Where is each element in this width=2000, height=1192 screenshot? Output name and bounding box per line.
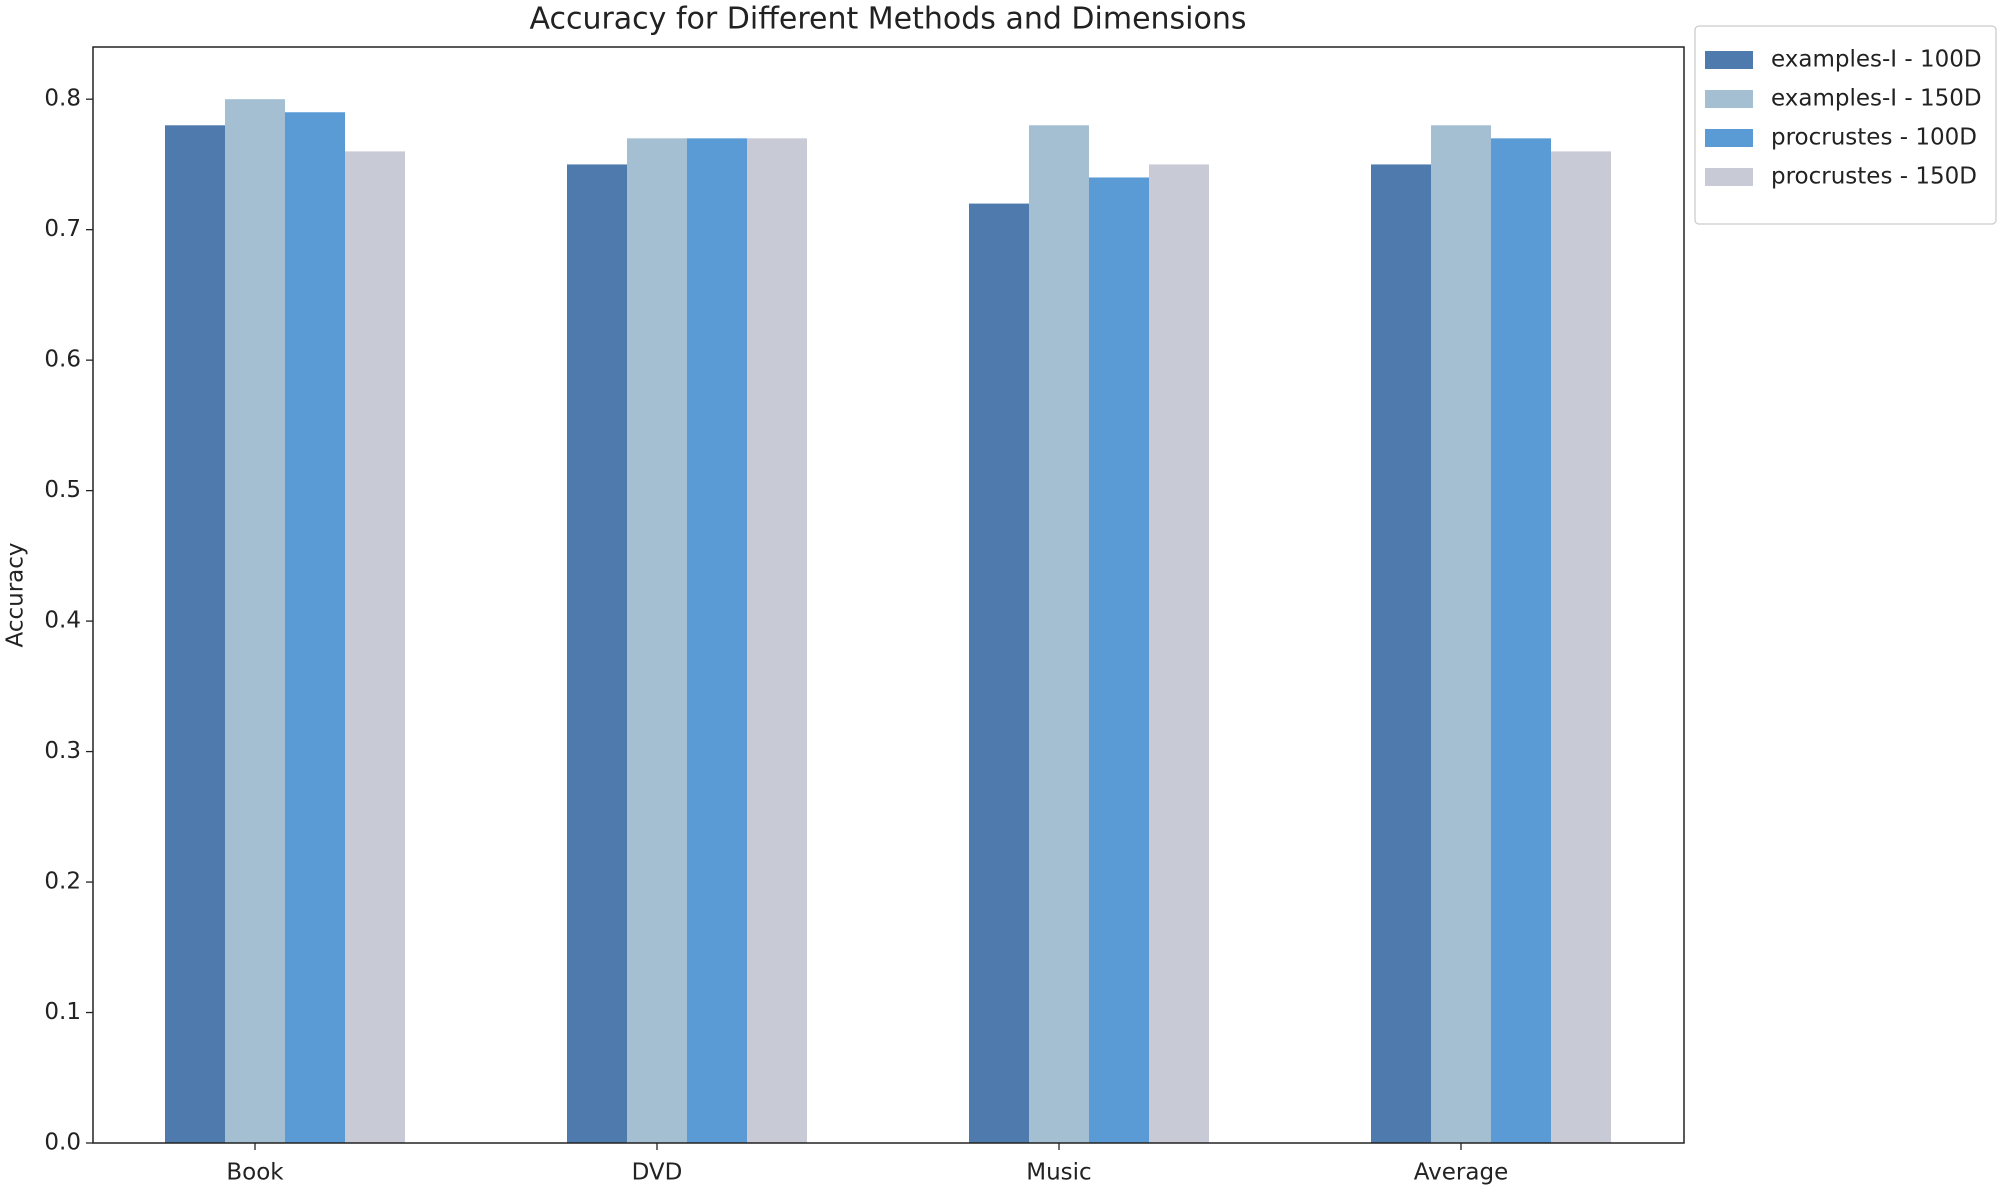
bar xyxy=(627,138,687,1144)
legend-label: examples-I - 100D xyxy=(1771,47,1982,73)
y-tick-label: 0.3 xyxy=(44,738,81,764)
bar xyxy=(1089,177,1149,1143)
legend-box xyxy=(1694,25,1997,225)
bar xyxy=(345,151,405,1143)
legend-swatch xyxy=(1705,90,1753,108)
bar xyxy=(1149,164,1209,1143)
bar xyxy=(1371,164,1431,1143)
bar xyxy=(1431,125,1491,1144)
y-tick-label: 0.6 xyxy=(44,347,81,373)
y-tick-label: 0.0 xyxy=(44,1130,81,1156)
bar xyxy=(969,203,1029,1144)
y-tick-label: 0.4 xyxy=(44,608,81,634)
x-tick-label: Book xyxy=(226,1160,284,1186)
y-tick-label: 0.7 xyxy=(44,216,81,242)
x-tick-label: DVD xyxy=(632,1160,683,1186)
bar xyxy=(285,112,345,1144)
y-tick-label: 0.8 xyxy=(44,86,81,112)
chart-title: Accuracy for Different Methods and Dimen… xyxy=(529,2,1246,37)
bar xyxy=(225,99,285,1144)
y-tick-label: 0.2 xyxy=(44,869,81,895)
y-tick-label: 0.1 xyxy=(44,999,81,1025)
x-tick-label: Music xyxy=(1026,1160,1091,1186)
legend-label: examples-I - 150D xyxy=(1771,86,1982,112)
bar xyxy=(747,138,807,1144)
bar xyxy=(1491,138,1551,1144)
bar xyxy=(1029,125,1089,1144)
y-axis-label: Accuracy xyxy=(3,542,29,647)
legend-swatch xyxy=(1705,129,1753,147)
legend-swatch xyxy=(1705,51,1753,69)
bar xyxy=(687,138,747,1144)
x-tick-label: Average xyxy=(1414,1160,1508,1186)
y-tick-label: 0.5 xyxy=(44,477,81,503)
bar xyxy=(567,164,627,1143)
legend-swatch xyxy=(1705,168,1753,186)
plot-frame xyxy=(92,46,1685,1144)
legend-label: procrustes - 150D xyxy=(1771,164,1977,190)
legend-label: procrustes - 100D xyxy=(1771,125,1977,151)
bar xyxy=(165,125,225,1144)
bar xyxy=(1551,151,1611,1143)
